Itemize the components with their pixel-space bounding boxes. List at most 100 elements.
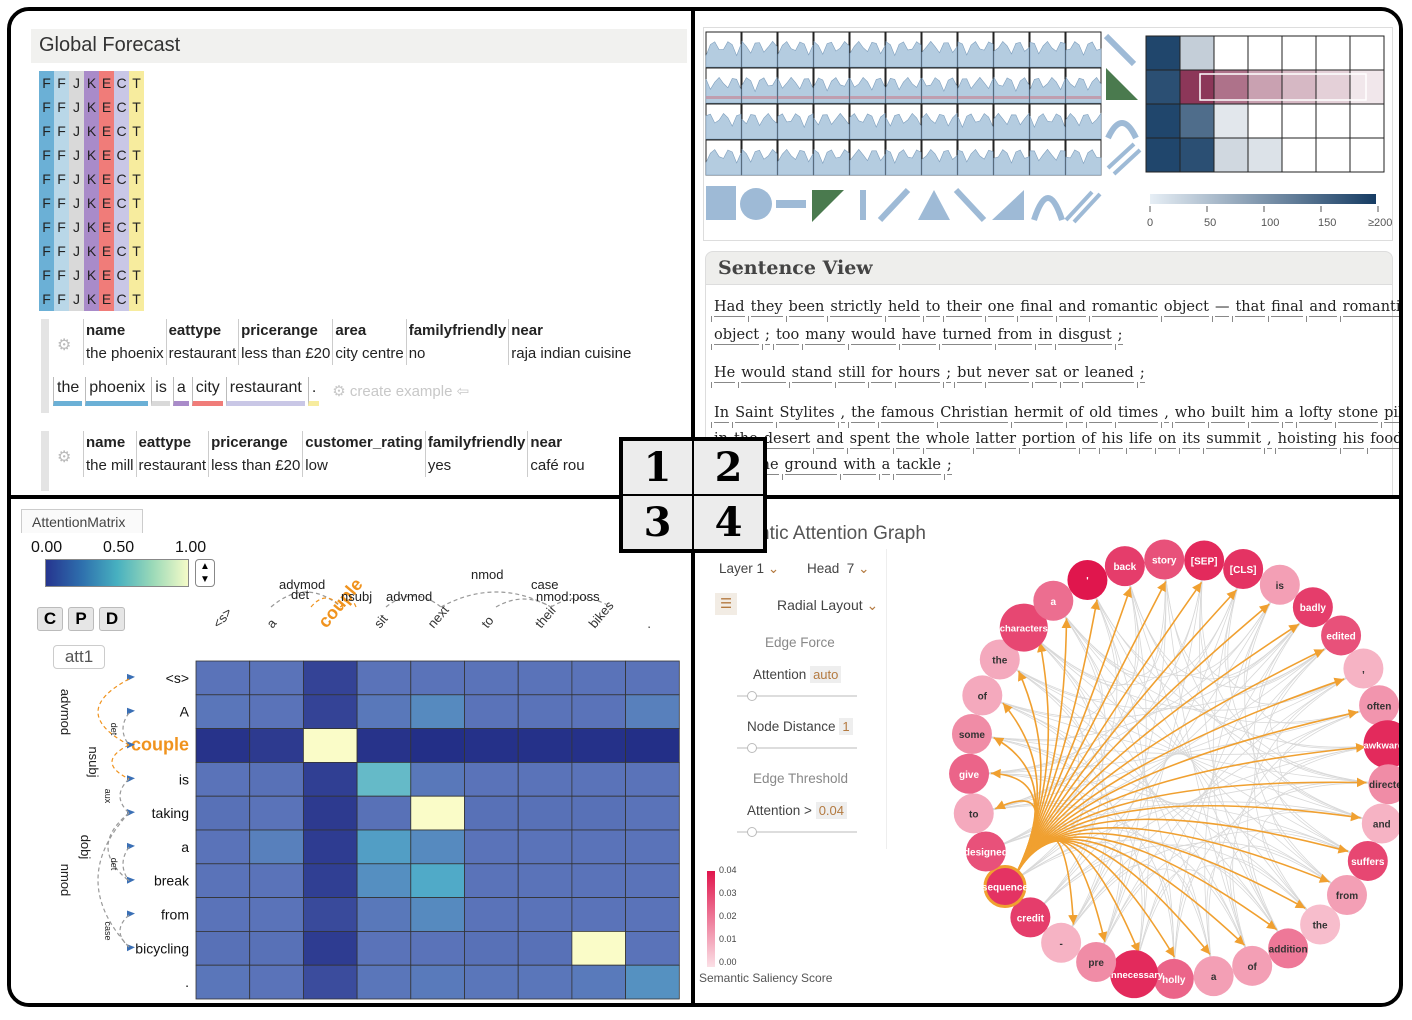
matrix-cell[interactable] (410, 728, 465, 763)
sentence-word[interactable]: stand (788, 365, 833, 388)
c-button[interactable]: C (37, 607, 63, 631)
sparkline-cell[interactable] (921, 103, 958, 140)
matrix-cell[interactable] (195, 829, 251, 865)
matrix-cell[interactable] (1315, 35, 1351, 71)
sentence-word[interactable]: many (802, 327, 846, 350)
matrix-cell[interactable] (517, 930, 573, 966)
matrix-cell[interactable] (1179, 35, 1215, 71)
sentence-word[interactable]: the (848, 405, 875, 428)
sparkline-cell[interactable] (885, 139, 922, 176)
matrix-cell[interactable] (625, 694, 680, 730)
sparkline-cell[interactable] (921, 139, 958, 176)
matrix-cell[interactable] (195, 897, 251, 932)
graph-node[interactable]: of (962, 675, 1003, 716)
sentence-word[interactable]: and (813, 431, 844, 454)
sentence-word[interactable]: sat (1032, 365, 1058, 388)
sentence-word[interactable]: one (984, 299, 1015, 322)
graph-node[interactable]: is (1259, 564, 1300, 605)
sentence-word[interactable]: Had (711, 299, 745, 322)
matrix-cell[interactable] (356, 694, 412, 730)
p-button[interactable]: P (68, 607, 94, 631)
sentence-word[interactable]: and (1306, 299, 1337, 322)
matrix-cell[interactable] (249, 897, 304, 932)
sentence-word[interactable]: desert (760, 431, 811, 454)
sentence-word[interactable]: In (710, 405, 730, 428)
sentence-word[interactable]: hoisting (1274, 431, 1337, 454)
sentence-word[interactable]: pillar (1381, 405, 1399, 428)
sparkline-cell[interactable] (885, 31, 922, 68)
sliders-icon[interactable]: ☰ (715, 593, 737, 615)
sentence-word[interactable]: too (772, 327, 800, 350)
matrix-cell[interactable] (1349, 35, 1385, 71)
sparkline-cell[interactable] (741, 31, 778, 68)
matrix-cell[interactable] (1213, 69, 1249, 105)
matrix-cell[interactable] (302, 964, 358, 1000)
matrix-cell[interactable] (356, 761, 412, 797)
node-distance-slider[interactable] (737, 743, 857, 753)
graph-node[interactable]: designed (964, 831, 1008, 872)
sparkline-cell[interactable] (705, 103, 742, 140)
matrix-cell[interactable] (410, 964, 465, 1000)
sentence-word[interactable]: their (943, 299, 982, 322)
graph-node[interactable]: a (1033, 580, 1074, 621)
sentence-word[interactable]: him (1248, 405, 1279, 428)
matrix-cell[interactable] (1247, 35, 1283, 71)
node-distance-value[interactable]: 1 (839, 718, 853, 735)
graph-node[interactable]: from (1326, 875, 1367, 916)
matrix-cell[interactable] (356, 964, 412, 1000)
matrix-cell[interactable] (1145, 35, 1181, 71)
sparkline-cell[interactable] (1029, 67, 1066, 104)
col-token[interactable]: a (263, 615, 280, 631)
sparkline-cell[interactable] (777, 103, 814, 140)
matrix-cell[interactable] (302, 694, 358, 730)
sentence-word[interactable]: turned (939, 327, 992, 350)
matrix-cell[interactable] (1315, 137, 1351, 173)
matrix-cell[interactable] (571, 964, 627, 1000)
sentence-word[interactable]: , (837, 405, 846, 428)
sentence-word[interactable]: life (1126, 431, 1153, 454)
matrix-cell[interactable] (464, 694, 519, 730)
sentence-word[interactable]: Christian (937, 405, 1009, 428)
sparkline-cell[interactable] (741, 103, 778, 140)
matrix-cell[interactable] (571, 930, 627, 966)
graph-node[interactable]: ' (1067, 560, 1108, 601)
sentence-word[interactable]: ; (943, 457, 952, 480)
matrix-cell[interactable] (356, 728, 412, 763)
graph-node[interactable]: some (951, 713, 992, 754)
sentence-word[interactable]: still (835, 365, 866, 388)
matrix-cell[interactable] (302, 660, 358, 696)
sparkline-cell[interactable] (957, 139, 994, 176)
sentence-word[interactable]: hermit (1011, 405, 1064, 428)
matrix-cell[interactable] (302, 795, 358, 831)
graph-node[interactable]: back (1104, 546, 1145, 587)
matrix-cell[interactable] (410, 930, 465, 966)
matrix-cell[interactable] (302, 728, 358, 763)
sentence-word[interactable]: Stylites (776, 405, 835, 428)
col-token[interactable]: <s> (210, 605, 235, 631)
graph-node[interactable]: story (1144, 539, 1185, 580)
sentence-word[interactable]: strictly (827, 299, 882, 322)
row-token[interactable]: A (180, 704, 190, 720)
row-token[interactable]: taking (152, 805, 189, 821)
sparkline-cell[interactable] (957, 103, 994, 140)
sentence-word[interactable]: disgust (1055, 327, 1112, 350)
sentence-word[interactable]: held (884, 299, 920, 322)
sentence-word[interactable]: a (1281, 405, 1294, 428)
matrix-cell[interactable] (464, 761, 519, 797)
sentence-word[interactable]: a (878, 457, 891, 480)
matrix-cell[interactable] (356, 829, 412, 865)
matrix-cell[interactable] (1349, 137, 1385, 173)
matrix-cell[interactable] (571, 694, 627, 730)
sentence-word[interactable]: in (1035, 327, 1053, 350)
matrix-cell[interactable] (464, 897, 519, 932)
matrix-cell[interactable] (1315, 69, 1351, 105)
matrix-cell[interactable] (249, 660, 304, 696)
matrix-cell[interactable] (1349, 69, 1385, 105)
sentence-word[interactable]: on (1155, 431, 1177, 454)
sentence-word[interactable]: ; (1114, 327, 1123, 350)
matrix-cell[interactable] (464, 795, 519, 831)
sentence-word[interactable]: have (898, 327, 937, 350)
sentence-word[interactable]: its (1179, 431, 1201, 454)
sentence-word[interactable]: romantic (1088, 299, 1158, 322)
sparkline-cell[interactable] (1029, 139, 1066, 176)
